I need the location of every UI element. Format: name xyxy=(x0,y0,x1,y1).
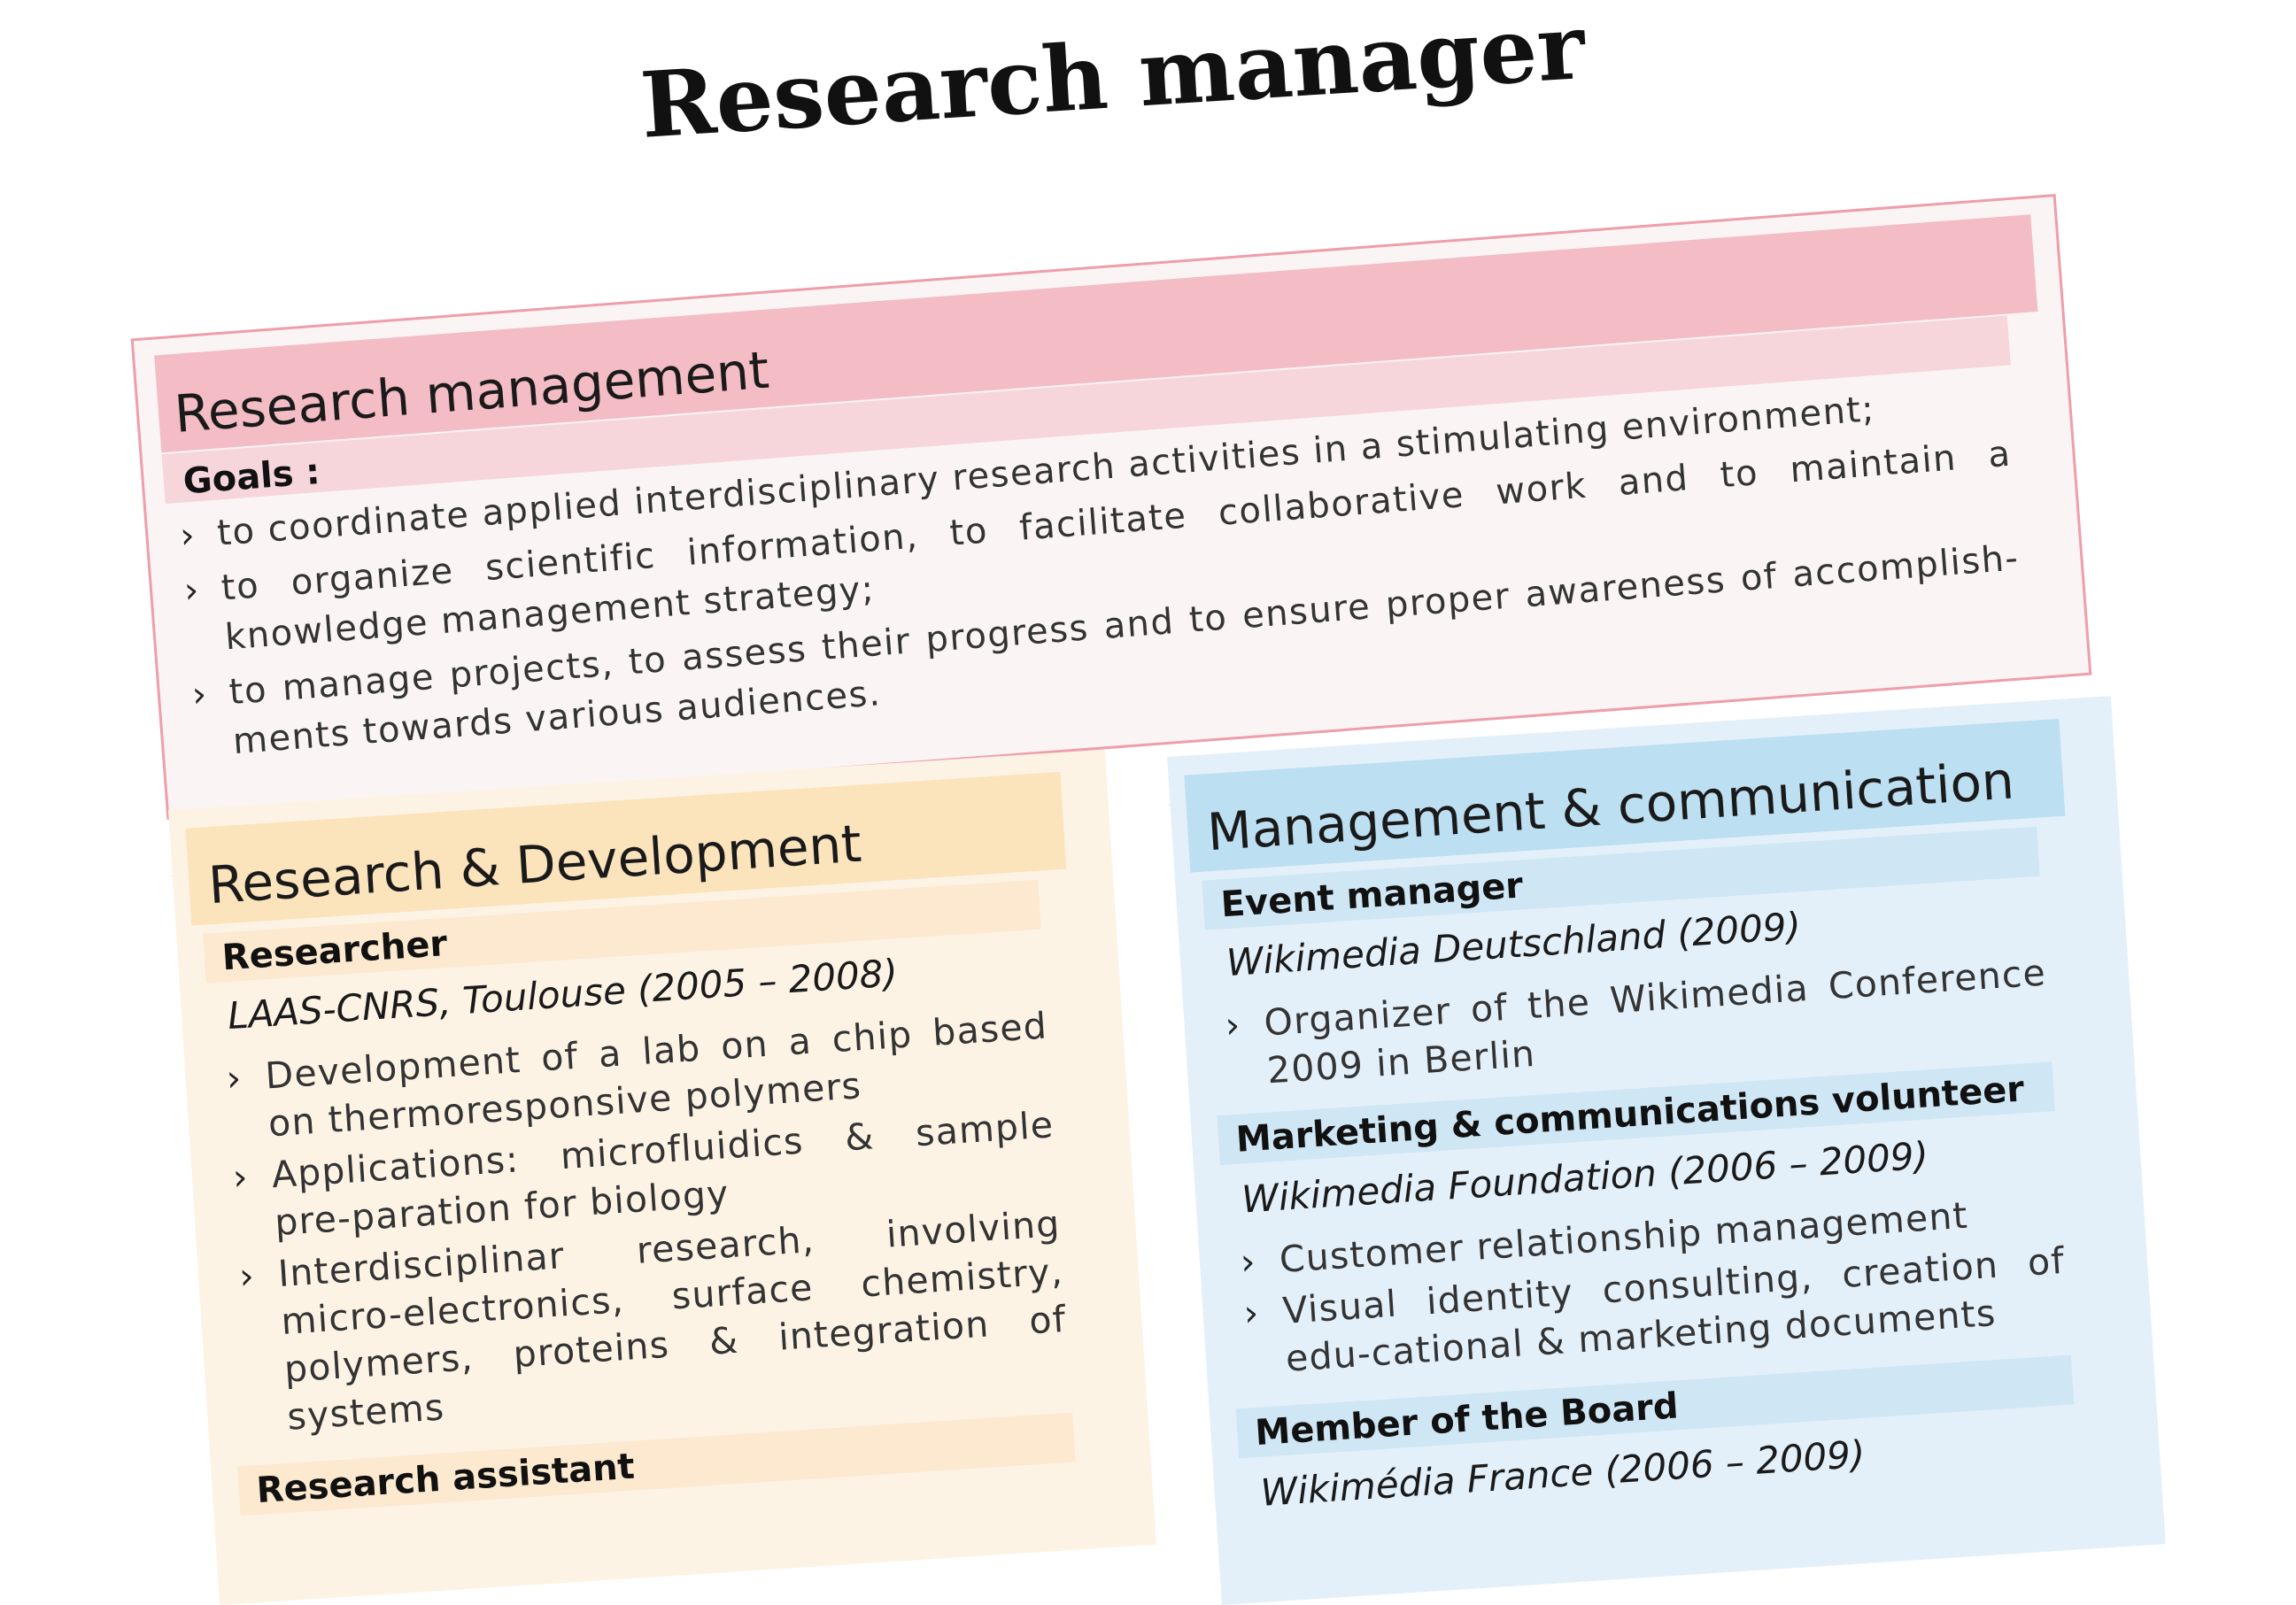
bullet-icon: › xyxy=(1242,1291,1261,1335)
bullet-icon: › xyxy=(225,1056,244,1100)
role-title: Research assistant xyxy=(255,1446,636,1512)
research-development-panel: Research & Development Researcher LAAS-C… xyxy=(168,749,1156,1605)
role-title: Member of the Board xyxy=(1254,1385,1680,1455)
bullet-icon: › xyxy=(237,1254,257,1298)
role-title: Event manager xyxy=(1219,865,1525,926)
management-communication-panel: Management & communication Event manager… xyxy=(1167,696,2166,1605)
bullet-icon: › xyxy=(1239,1239,1258,1284)
researcher-items: › Development of a lab on a chip based on… xyxy=(220,1001,1071,1447)
role-title: Researcher xyxy=(220,923,449,979)
bullet-icon: › xyxy=(1224,1003,1242,1047)
marketing-volunteer-items: › Customer relationship management › Visua… xyxy=(1233,1185,2069,1389)
bullet-icon: › xyxy=(231,1155,251,1200)
